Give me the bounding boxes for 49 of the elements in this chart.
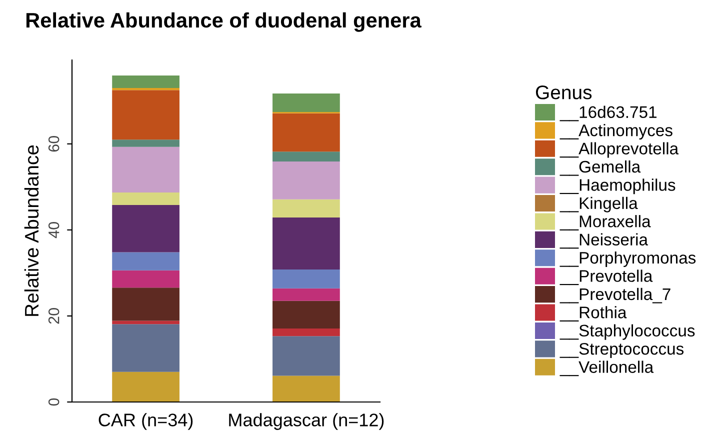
bar [272, 113, 340, 152]
bar [112, 90, 180, 140]
bar [272, 300, 340, 328]
legend-label: __Gemella [560, 160, 641, 176]
legend-label: __Haemophilus [560, 178, 676, 194]
legend-label: __Actinomyces [560, 124, 672, 140]
x-tick-label: Madagascar (n=12) [229, 413, 384, 430]
bar [112, 140, 180, 147]
bar [272, 328, 340, 336]
bar [112, 88, 180, 90]
bar [112, 146, 180, 192]
bar [112, 324, 180, 372]
bar [112, 372, 180, 402]
bar [272, 199, 340, 218]
bar [112, 252, 180, 270]
bar [112, 204, 180, 252]
legend-label: __Kingella [560, 196, 638, 212]
legend-label: __Streptococcus [560, 342, 684, 358]
legend-label: __Neisseria [560, 233, 648, 249]
y-tick-label: 0 [48, 398, 60, 406]
bar [272, 336, 340, 376]
y-tick-label: 20 [48, 308, 60, 324]
bar [272, 217, 340, 270]
x-tick-label: CAR (n=34) [98, 413, 193, 430]
y-tick-label: 60 [48, 136, 60, 152]
legend-label: __Prevotella_7 [560, 288, 670, 304]
bar [112, 270, 180, 288]
legend-title: Genus [536, 86, 592, 100]
y-tick-label: 40 [48, 222, 60, 238]
bar [272, 94, 340, 112]
y-axis-title: Relative Abundance [24, 145, 39, 316]
legend-label: __Moraxella [560, 215, 651, 230]
legend-label: __Prevotella [560, 270, 653, 286]
legend-label: __Porphyromonas [560, 251, 696, 267]
bar [272, 270, 340, 288]
bar [112, 75, 180, 88]
legend-label: __Staphylococcus [560, 324, 695, 340]
legend-label: __16d63.751 [560, 106, 657, 122]
bar [112, 192, 180, 205]
bar [272, 162, 340, 200]
bar [112, 320, 180, 324]
legend-label: __Alloprevotella [560, 142, 679, 158]
bar [272, 376, 340, 402]
bar [272, 152, 340, 162]
bar [112, 288, 180, 321]
legend-label: __Veillonella [560, 360, 654, 376]
legend-label: __Rothia [560, 306, 627, 322]
chart-title: Relative Abundance of duodenal genera [26, 12, 422, 32]
bar [272, 288, 340, 301]
